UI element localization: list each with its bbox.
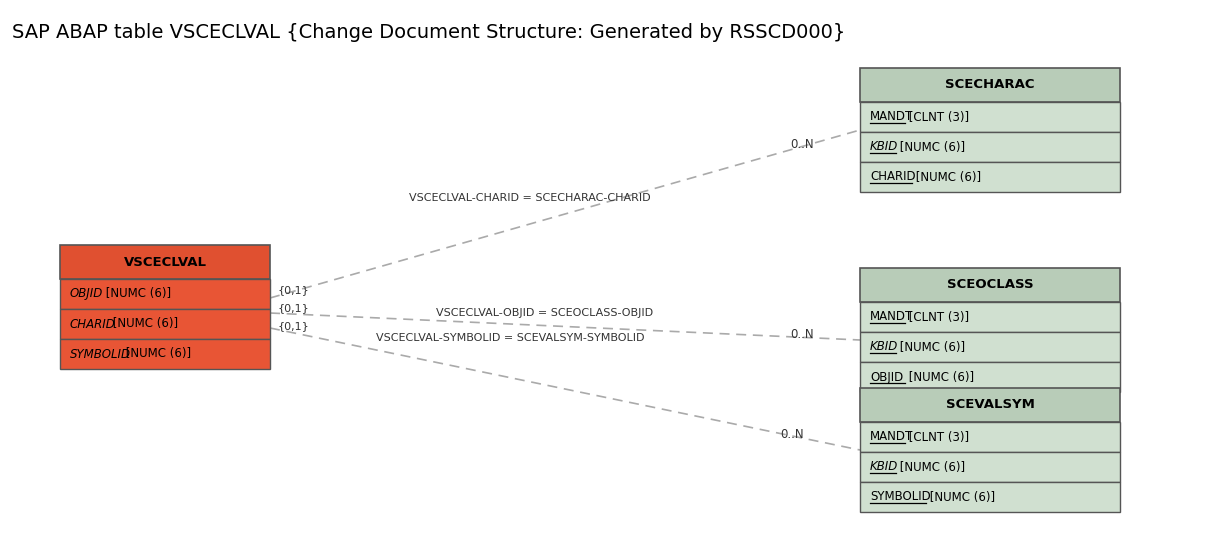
Text: [NUMC (6)]: [NUMC (6)] <box>122 348 191 361</box>
Bar <box>60 245 271 279</box>
Text: 0..N: 0..N <box>780 428 803 441</box>
Text: KBID: KBID <box>870 141 899 154</box>
Text: SCECHARAC: SCECHARAC <box>945 79 1035 92</box>
Bar <box>60 309 271 339</box>
Text: [CLNT (3)]: [CLNT (3)] <box>905 311 969 324</box>
Bar <box>860 388 1120 422</box>
Text: VSCECLVAL: VSCECLVAL <box>123 256 207 268</box>
Text: {0,1}: {0,1} <box>278 285 309 295</box>
Text: [NUMC (6)]: [NUMC (6)] <box>912 171 981 184</box>
Text: VSCECLVAL-CHARID = SCECHARAC-CHARID: VSCECLVAL-CHARID = SCECHARAC-CHARID <box>410 193 651 203</box>
Text: VSCECLVAL-SYMBOLID = SCEVALSYM-SYMBOLID: VSCECLVAL-SYMBOLID = SCEVALSYM-SYMBOLID <box>376 333 644 343</box>
Text: OBJID: OBJID <box>870 370 904 383</box>
Bar <box>860 422 1120 452</box>
Text: [CLNT (3)]: [CLNT (3)] <box>905 431 969 444</box>
Bar <box>860 162 1120 192</box>
Text: [NUMC (6)]: [NUMC (6)] <box>109 318 178 331</box>
Text: [NUMC (6)]: [NUMC (6)] <box>896 141 965 154</box>
Text: SYMBOLID: SYMBOLID <box>70 348 130 361</box>
Text: SCEOCLASS: SCEOCLASS <box>947 279 1033 292</box>
Text: [NUMC (6)]: [NUMC (6)] <box>103 287 172 300</box>
Text: MANDT: MANDT <box>870 431 913 444</box>
Bar <box>860 332 1120 362</box>
Text: 0..N: 0..N <box>790 138 814 151</box>
Bar <box>860 268 1120 302</box>
Bar <box>860 132 1120 162</box>
Text: MANDT: MANDT <box>870 110 913 123</box>
Text: SYMBOLID: SYMBOLID <box>870 490 930 503</box>
Text: {0,1}: {0,1} <box>278 321 309 331</box>
Bar <box>860 482 1120 512</box>
Bar <box>60 339 271 369</box>
Bar <box>860 102 1120 132</box>
Text: VSCECLVAL-OBJID = SCEOCLASS-OBJID: VSCECLVAL-OBJID = SCEOCLASS-OBJID <box>436 308 654 318</box>
Text: {0,1}: {0,1} <box>278 303 309 313</box>
Text: KBID: KBID <box>870 340 899 353</box>
Text: OBJID: OBJID <box>70 287 103 300</box>
Text: SAP ABAP table VSCECLVAL {Change Document Structure: Generated by RSSCD000}: SAP ABAP table VSCECLVAL {Change Documen… <box>12 22 846 41</box>
Text: MANDT: MANDT <box>870 311 913 324</box>
Bar <box>860 362 1120 392</box>
Text: CHARID: CHARID <box>70 318 116 331</box>
Text: [NUMC (6)]: [NUMC (6)] <box>896 460 965 473</box>
Bar <box>60 279 271 309</box>
Text: CHARID: CHARID <box>870 171 916 184</box>
Text: [NUMC (6)]: [NUMC (6)] <box>905 370 974 383</box>
Text: SCEVALSYM: SCEVALSYM <box>946 399 1034 412</box>
Bar <box>860 302 1120 332</box>
Bar <box>860 68 1120 102</box>
Text: [NUMC (6)]: [NUMC (6)] <box>927 490 995 503</box>
Text: 0..N: 0..N <box>790 329 814 342</box>
Text: [CLNT (3)]: [CLNT (3)] <box>905 110 969 123</box>
Bar <box>860 452 1120 482</box>
Text: KBID: KBID <box>870 460 899 473</box>
Text: [NUMC (6)]: [NUMC (6)] <box>896 340 965 353</box>
